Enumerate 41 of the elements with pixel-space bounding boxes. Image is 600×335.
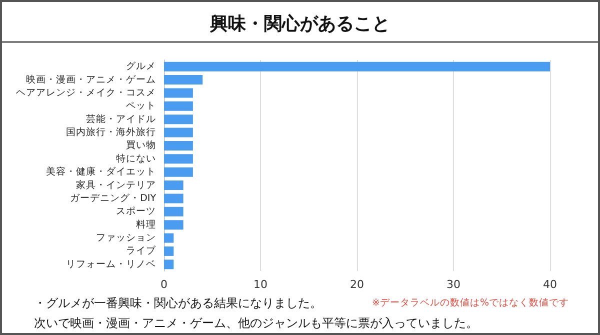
y-tick-label: ヘアアレンジ・メイク・コスメ xyxy=(16,87,156,98)
x-tick-label: 30 xyxy=(446,278,460,291)
y-tick-label: 国内旅行・海外旅行 xyxy=(66,126,156,138)
y-tick-label: グルメ xyxy=(126,61,156,72)
x-tick-label: 10 xyxy=(254,278,268,291)
bar xyxy=(164,75,203,85)
y-tick-label: スポーツ xyxy=(116,206,156,218)
bar xyxy=(164,233,174,243)
bar xyxy=(164,62,550,72)
bar xyxy=(164,167,193,177)
y-tick-label: 美容・健康・ダイエット xyxy=(46,166,156,178)
bar xyxy=(164,101,193,111)
bar xyxy=(164,206,184,216)
y-tick-label: ライブ xyxy=(126,244,157,257)
bar xyxy=(164,194,184,204)
y-tick-label: 買い物 xyxy=(126,140,156,152)
bar xyxy=(164,128,193,138)
chart-title: 興味・関心があること xyxy=(209,14,390,34)
y-tick-label: ペット xyxy=(126,100,156,112)
x-tick-label: 20 xyxy=(350,278,364,291)
y-tick-label: 芸能・アイドル xyxy=(86,112,156,125)
y-tick-label: ガーデニング・DIY xyxy=(70,192,156,204)
bar xyxy=(164,180,184,190)
bar xyxy=(164,154,193,164)
bar xyxy=(164,246,174,256)
y-tick-label: リフォーム・リノベ xyxy=(66,258,156,270)
x-tick-label: 0 xyxy=(160,278,168,291)
bar xyxy=(164,260,174,270)
y-tick-label: 映画・漫画・アニメ・ゲーム xyxy=(26,73,156,86)
y-tick-label: 家具・インテリア xyxy=(76,178,156,191)
y-tick-label: 料理 xyxy=(136,218,156,230)
bar xyxy=(164,140,193,150)
y-tick-label: 特にない xyxy=(116,152,156,164)
text: 次いで映画・漫画・アニメ・ゲーム、他のジャンルも平等に票が入っていました。 xyxy=(34,316,478,330)
text: ※データラベルの数値は%ではなく数値です xyxy=(372,296,569,308)
bar xyxy=(164,220,184,230)
text: ・グルメが一番興味・関心がある結果になりました。 xyxy=(34,296,322,310)
bar xyxy=(164,114,193,124)
x-tick-label: 40 xyxy=(543,278,557,291)
bar xyxy=(164,88,193,98)
y-tick-label: ファッション xyxy=(96,232,156,244)
